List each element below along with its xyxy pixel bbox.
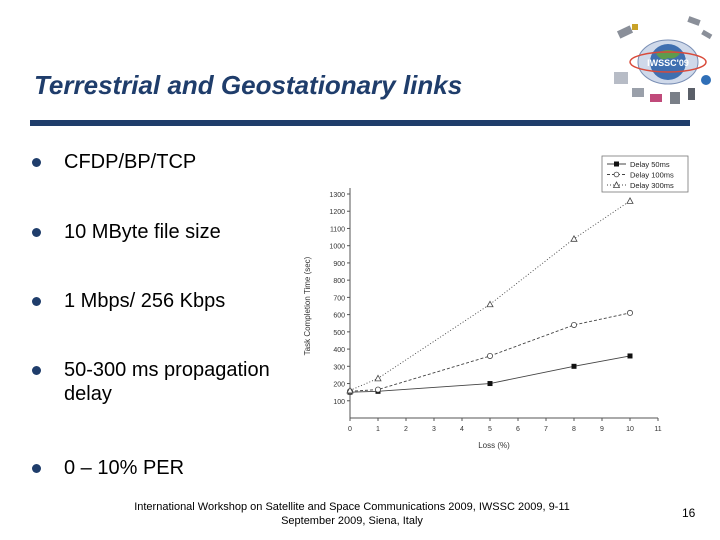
y-tick-label: 300 bbox=[333, 364, 345, 371]
bullet-item: 50-300 ms propagation delay bbox=[32, 358, 294, 406]
logo-text: IWSSC'09 bbox=[647, 58, 689, 68]
x-tick-label: 4 bbox=[460, 426, 464, 433]
series-line bbox=[349, 200, 631, 391]
legend-label: Delay 100ms bbox=[630, 171, 674, 180]
y-tick-label: 100 bbox=[333, 399, 345, 406]
loss-vs-completion-time-chart: 1002003004005006007008009001000110012001… bbox=[303, 155, 689, 450]
x-axis-label: Loss (%) bbox=[478, 441, 510, 450]
y-tick-label: 200 bbox=[333, 382, 345, 389]
bullet-item: 10 MByte file size bbox=[32, 220, 294, 244]
bullet-dot-icon bbox=[32, 366, 41, 375]
data-point-square bbox=[627, 353, 633, 359]
x-tick-label: 9 bbox=[600, 426, 604, 433]
x-tick-label: 7 bbox=[544, 426, 548, 433]
y-tick-label: 500 bbox=[333, 330, 345, 337]
page-number: 16 bbox=[682, 506, 696, 520]
data-point-triangle bbox=[374, 374, 382, 382]
bullet-text: 50-300 ms propagation delay bbox=[64, 359, 270, 405]
x-tick-label: 2 bbox=[404, 426, 408, 433]
series-line bbox=[349, 355, 631, 393]
data-point-triangle bbox=[626, 197, 634, 204]
bullet-item: CFDP/BP/TCP bbox=[32, 150, 294, 174]
legend-label: Delay 300ms bbox=[630, 181, 674, 190]
bullet-dot-icon bbox=[32, 297, 41, 306]
legend-marker bbox=[614, 161, 619, 167]
y-tick-label: 800 bbox=[333, 278, 345, 285]
x-tick-label: 8 bbox=[572, 426, 576, 433]
data-point-square bbox=[571, 363, 577, 369]
title-underline bbox=[30, 120, 690, 126]
x-tick-label: 10 bbox=[626, 426, 634, 433]
y-tick-label: 1100 bbox=[330, 226, 345, 233]
bullet-text: 10 MByte file size bbox=[64, 221, 221, 243]
legend-marker bbox=[612, 181, 621, 188]
y-tick-label: 600 bbox=[333, 313, 345, 320]
series-line bbox=[349, 312, 631, 392]
data-point-triangle bbox=[346, 386, 354, 394]
data-point-triangle bbox=[486, 300, 494, 308]
x-tick-label: 0 bbox=[348, 426, 352, 433]
legend-label: Delay 50ms bbox=[630, 160, 670, 169]
x-tick-label: 5 bbox=[488, 426, 492, 433]
data-point-circle bbox=[375, 386, 382, 393]
bullet-dot-icon bbox=[32, 158, 41, 167]
bullet-item: 0 – 10% PER bbox=[32, 456, 294, 480]
x-tick-label: 6 bbox=[516, 426, 520, 433]
x-tick-label: 1 bbox=[376, 426, 380, 433]
x-tick-label: 11 bbox=[654, 426, 661, 433]
y-tick-label: 1200 bbox=[329, 209, 345, 216]
data-point-circle bbox=[570, 321, 577, 328]
bullet-dot-icon bbox=[32, 228, 41, 237]
data-point-circle bbox=[626, 309, 633, 316]
y-tick-label: 1300 bbox=[329, 192, 345, 199]
bullet-text: 1 Mbps/ 256 Kbps bbox=[64, 290, 226, 312]
bullet-item: 1 Mbps/ 256 Kbps bbox=[32, 289, 294, 313]
data-point-circle bbox=[486, 352, 493, 359]
y-tick-label: 400 bbox=[333, 347, 345, 354]
data-point-triangle bbox=[570, 234, 578, 242]
y-tick-label: 700 bbox=[333, 295, 345, 302]
y-tick-label: 900 bbox=[333, 261, 345, 268]
footer-citation: International Workshop on Satellite and … bbox=[134, 501, 570, 527]
legend-marker bbox=[613, 171, 620, 178]
bullet-text: CFDP/BP/TCP bbox=[64, 151, 197, 173]
y-tick-label: 1000 bbox=[329, 244, 345, 251]
y-axis-label: Task Completion Time (sec) bbox=[303, 256, 312, 355]
bullet-dot-icon bbox=[32, 464, 41, 473]
data-point-square bbox=[487, 381, 493, 387]
x-tick-label: 3 bbox=[432, 426, 436, 433]
bullet-text: 0 – 10% PER bbox=[64, 457, 185, 479]
iwssc-satellite-logo-icon: IWSSC'09 bbox=[614, 16, 713, 104]
slide-title: Terrestrial and Geostationary links bbox=[34, 70, 463, 100]
